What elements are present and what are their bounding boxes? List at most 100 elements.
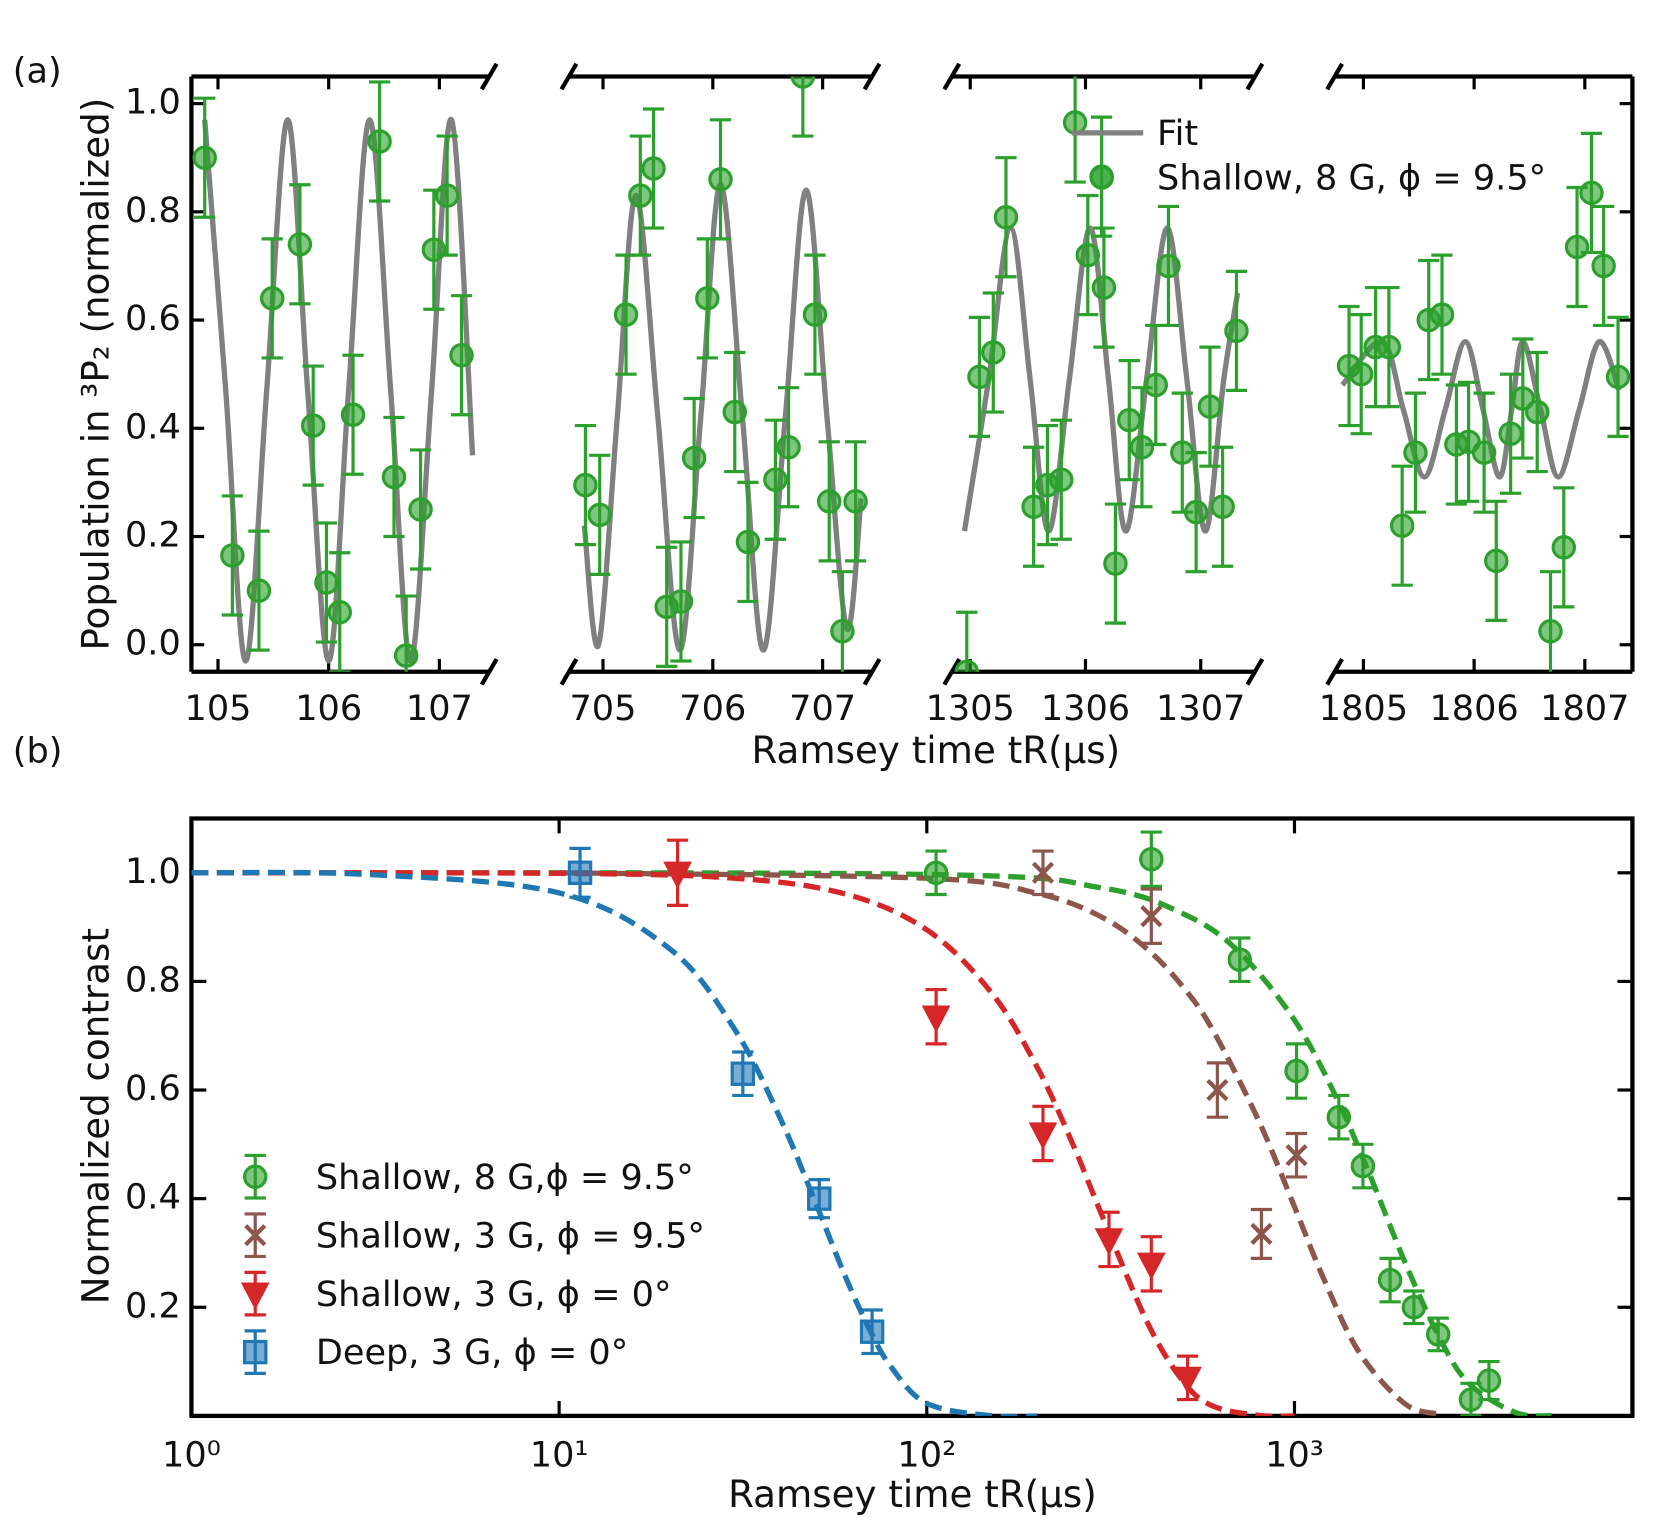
fit-line (559, 870, 1442, 1416)
y-tick-label: 0.6 (125, 1068, 181, 1109)
data-point (830, 618, 855, 644)
data-point (641, 156, 666, 181)
axis-break (1325, 657, 1344, 686)
data-point (1350, 1153, 1376, 1179)
data-point (967, 364, 992, 390)
data-point (1140, 905, 1163, 928)
plot-area (1336, 131, 1631, 672)
data-point (816, 489, 842, 514)
data-point (613, 302, 639, 327)
data-point (763, 467, 788, 492)
axis-break (1245, 657, 1265, 686)
data-point (1129, 434, 1155, 460)
data-point (381, 464, 407, 490)
data-point (1170, 440, 1195, 465)
fit-line (202, 117, 476, 664)
data-point (1484, 548, 1509, 574)
data-point (1403, 440, 1428, 465)
x-tick-label: 106 (295, 688, 362, 729)
y-tick-label: 1.0 (125, 82, 181, 123)
fit-line (191, 870, 1552, 1416)
legend-marker (243, 1164, 268, 1189)
data-point (1510, 386, 1536, 411)
data-point (993, 205, 1019, 230)
data-point (708, 167, 733, 192)
axis-break (559, 62, 579, 91)
data-point (1425, 1322, 1451, 1347)
y-tick-label: 0.2 (125, 515, 181, 556)
data-point (587, 502, 612, 528)
y-tick-label: 0.8 (125, 959, 181, 1000)
x-tick-label: 705 (570, 688, 637, 729)
legend-marker (243, 1339, 268, 1365)
data-point (1326, 1104, 1352, 1130)
data-point (1028, 1122, 1058, 1150)
data-point (663, 861, 692, 889)
x-tick-label: 10¹ (530, 1434, 589, 1475)
axis-break (479, 62, 499, 91)
fit-line (191, 870, 1295, 1416)
data-point (981, 340, 1006, 365)
y-tick-label: 0.2 (125, 1285, 181, 1326)
axis-break (1245, 62, 1265, 91)
data-point (802, 302, 828, 327)
data-point (1173, 1366, 1202, 1395)
x-tick-label: 1306 (1041, 688, 1130, 729)
error-bar (792, 76, 814, 138)
y-tick-label: 0.4 (125, 1177, 181, 1218)
data-point (921, 1005, 951, 1033)
data-point (314, 570, 339, 595)
data-point (1117, 407, 1142, 433)
data-point (1389, 513, 1415, 538)
x-axis-label: Ramsey time tR(μs) (728, 1472, 1097, 1516)
data-point (859, 1319, 885, 1344)
y-tick-label: 0.0 (125, 623, 181, 664)
data-point (1605, 364, 1631, 390)
data-point (1143, 372, 1169, 398)
legend-label: Deep, 3 G, ϕ = 0° (316, 1332, 628, 1373)
data-point (1579, 180, 1604, 206)
data-point (735, 529, 761, 555)
data-point (367, 129, 392, 154)
axis-frame (189, 816, 1635, 1419)
legend-marker (1089, 165, 1114, 190)
y-tick-label: 0.6 (125, 298, 181, 339)
data-point (1094, 1228, 1124, 1256)
data-point (1285, 1144, 1308, 1167)
data-point (220, 543, 245, 568)
fit-line (1340, 339, 1622, 480)
data-point (1049, 467, 1074, 492)
data-point (1103, 551, 1128, 576)
data-point (681, 445, 707, 471)
data-point (1156, 253, 1181, 279)
legend-label: Fit (1157, 113, 1198, 154)
x-tick-label: 10³ (1265, 1434, 1324, 1475)
legend-label: Shallow, 8 G, ϕ = 9.5° (1157, 158, 1546, 199)
y-tick-label: 0.4 (125, 406, 181, 447)
data-point (722, 399, 748, 425)
data-point (340, 402, 366, 427)
axis-break (559, 657, 579, 686)
data-point (807, 1186, 832, 1211)
x-tick-label: 1806 (1429, 688, 1518, 729)
data-point (695, 286, 720, 311)
data-point (1376, 334, 1402, 360)
data-point (1197, 394, 1223, 419)
plot-area (573, 76, 868, 672)
legend-label: Shallow, 3 G, ϕ = 0° (316, 1274, 672, 1315)
data-point (1564, 234, 1590, 260)
data-point (327, 600, 352, 625)
data-point (1591, 253, 1616, 279)
data-point (260, 286, 285, 311)
fit-line (191, 869, 1038, 1416)
axis-break (942, 657, 962, 686)
data-point (1551, 535, 1577, 560)
data-point (421, 237, 447, 262)
y-axis-label: Population in ³P₂ (normalized) (73, 98, 117, 651)
data-point (730, 1061, 756, 1086)
data-point (1210, 494, 1235, 519)
data-point (790, 76, 816, 89)
x-tick-label: 706 (679, 688, 746, 729)
data-point (1206, 1078, 1229, 1102)
